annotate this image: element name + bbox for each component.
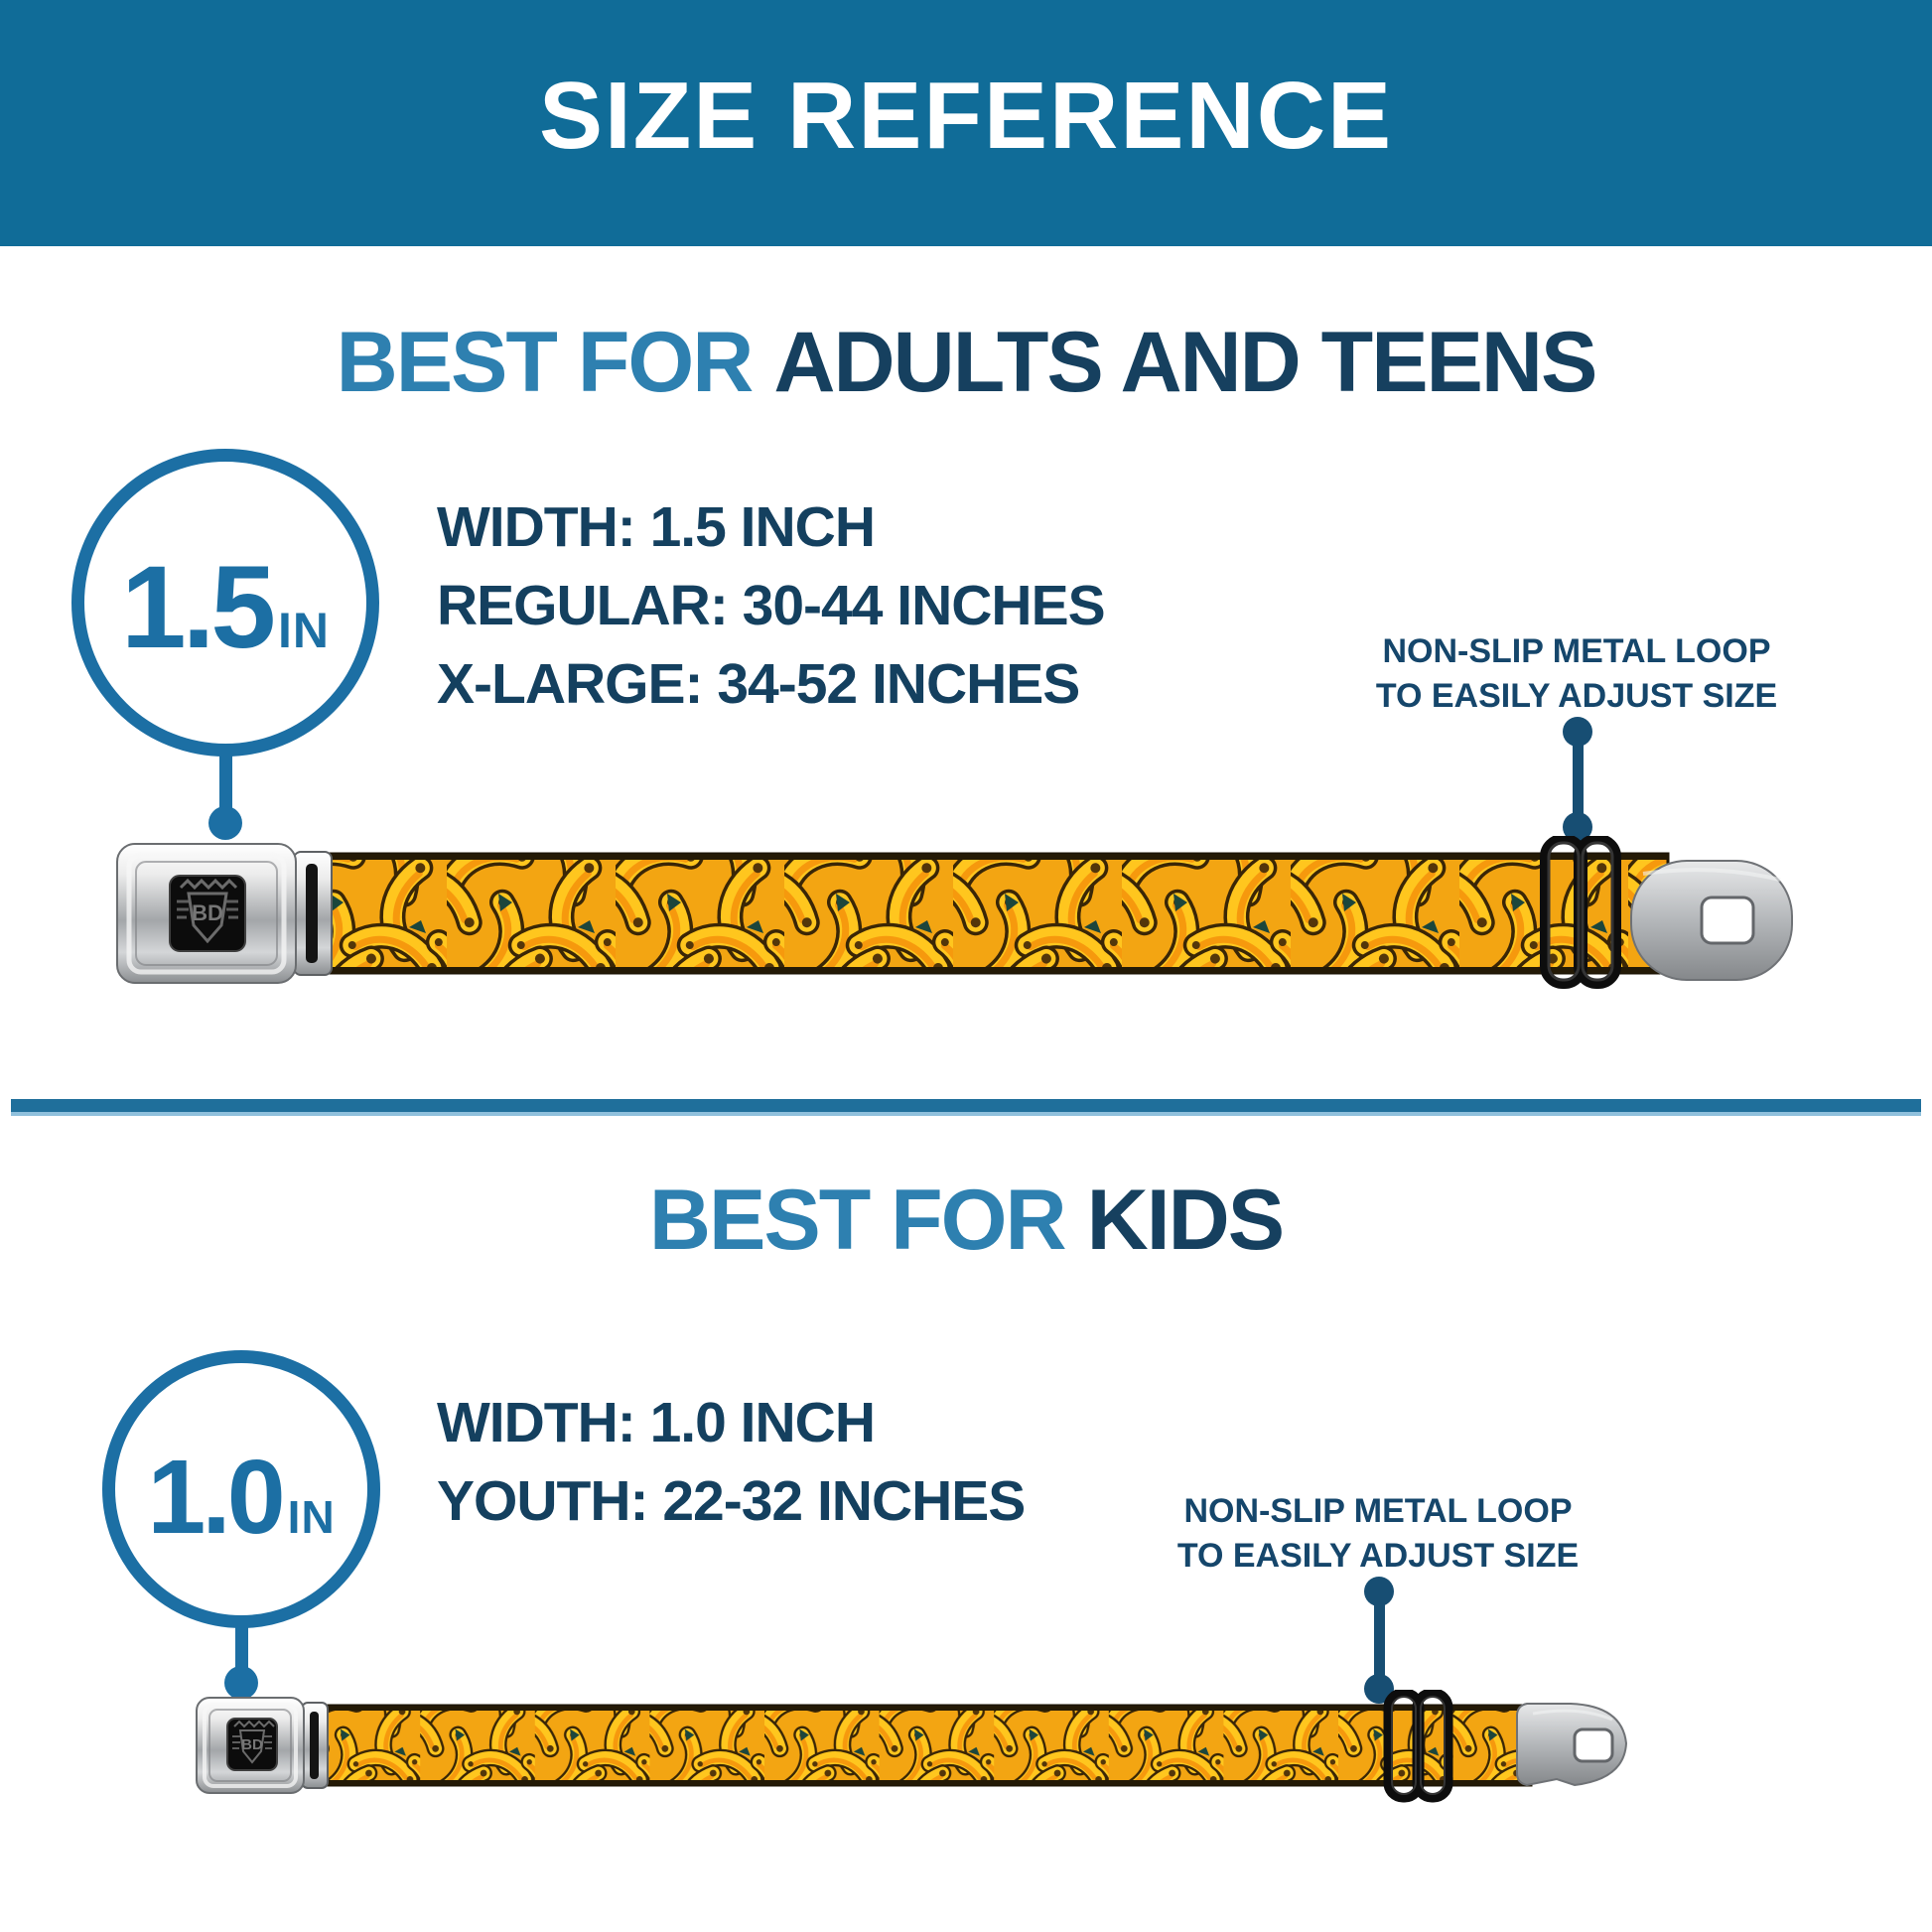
seatbelt-buckle: BD	[196, 1697, 329, 1794]
heading-adults-dark: ADULTS AND TEENS	[773, 315, 1597, 410]
badge-stem-adults	[219, 755, 232, 812]
specs-kids: WIDTH: 1.0 INCH YOUTH: 22-32 INCHES	[437, 1384, 1026, 1541]
badge-stem-dot-kids	[224, 1666, 258, 1700]
buckle-logo: BD	[226, 1718, 278, 1771]
belt-tab	[1630, 860, 1793, 981]
kids-belt-graphic: BD	[196, 1690, 1628, 1803]
belt-webbing	[316, 852, 1670, 975]
heading-kids-light: BEST FOR	[648, 1173, 1067, 1268]
heading-kids: BEST FOR KIDS	[0, 1177, 1932, 1263]
callout-line: TO EASILY ADJUST SIZE	[1176, 1537, 1580, 1575]
heading-kids-dark: KIDS	[1086, 1173, 1285, 1268]
spec-line: WIDTH: 1.5 INCH	[437, 495, 876, 559]
heading-adults: BEST FOR ADULTS AND TEENS	[0, 320, 1932, 405]
badge-value: 1.5	[120, 542, 276, 673]
badge-stem-kids	[235, 1626, 248, 1672]
badge-stem-dot-adults	[208, 806, 242, 840]
metal-loop	[1540, 836, 1621, 989]
buckle-logo-text: BD	[241, 1736, 263, 1753]
spec-line: REGULAR: 30-44 INCHES	[437, 574, 1106, 637]
heading-adults-light: BEST FOR	[336, 315, 755, 410]
belt-tab	[1516, 1703, 1628, 1787]
badge-value: 1.0	[147, 1439, 285, 1556]
seatbelt-buckle: BD	[116, 843, 333, 984]
adult-belt-graphic: BD	[116, 836, 1793, 989]
callout-kids: NON-SLIP METAL LOOP TO EASILY ADJUST SIZ…	[1120, 1489, 1636, 1579]
spec-line: YOUTH: 22-32 INCHES	[437, 1469, 1026, 1533]
header-band: SIZE REFERENCE	[0, 0, 1932, 246]
page-title: SIZE REFERENCE	[538, 63, 1394, 169]
callout-line: NON-SLIP METAL LOOP	[1183, 1492, 1573, 1530]
belt-webbing	[306, 1704, 1533, 1787]
callout-pointer-line	[1573, 732, 1584, 821]
callout-adults: NON-SLIP METAL LOOP TO EASILY ADJUST SIZ…	[1318, 629, 1835, 719]
buckle-logo-text: BD	[192, 900, 223, 925]
metal-loop	[1383, 1690, 1453, 1803]
spec-line: X-LARGE: 34-52 INCHES	[437, 652, 1080, 716]
specs-adults: WIDTH: 1.5 INCH REGULAR: 30-44 INCHES X-…	[437, 488, 1106, 724]
width-badge-kids: 1.0 IN	[102, 1350, 380, 1628]
badge-unit: IN	[278, 603, 331, 658]
buckle-logo: BD	[169, 875, 246, 952]
callout-line: NON-SLIP METAL LOOP	[1382, 632, 1771, 670]
section-divider-highlight	[11, 1112, 1921, 1116]
width-badge-adults: 1.5 IN	[71, 449, 379, 757]
spec-line: WIDTH: 1.0 INCH	[437, 1391, 876, 1454]
badge-unit: IN	[287, 1491, 336, 1543]
callout-pointer-line	[1374, 1591, 1385, 1683]
callout-line: TO EASILY ADJUST SIZE	[1375, 677, 1778, 715]
section-divider	[11, 1099, 1921, 1112]
